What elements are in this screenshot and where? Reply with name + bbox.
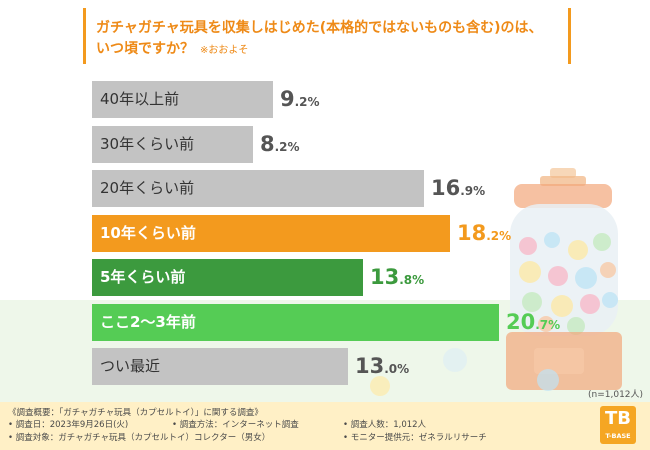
bar xyxy=(92,215,450,252)
bar xyxy=(92,126,253,163)
value-integer: 18 xyxy=(457,221,487,245)
logo-text: T-BASE xyxy=(605,432,631,440)
survey-method: • 調査方法：インターネット調査 xyxy=(172,420,299,430)
value-decimal: .2% xyxy=(274,140,300,154)
value-decimal: .2% xyxy=(294,95,320,109)
survey-count: • 調査人数：1,012人 xyxy=(343,420,427,430)
value-integer: 16 xyxy=(431,176,461,200)
bar-category-label: 10年くらい前 xyxy=(100,224,196,242)
survey-date: • 調査日：2023年9月26日(火) xyxy=(8,420,129,430)
gacha-machine-illustration xyxy=(506,168,622,390)
value-decimal: .7% xyxy=(535,318,561,332)
bar xyxy=(92,259,363,296)
survey-target: • 調査対象：ガチャガチャ玩具（カプセルトイ）コレクター（男女） xyxy=(8,433,271,443)
value-integer: 20 xyxy=(506,310,536,334)
tbase-logo: TB T-BASE xyxy=(600,406,636,444)
bar xyxy=(92,304,499,341)
value-decimal: .0% xyxy=(384,362,410,376)
value-integer: 9 xyxy=(280,87,295,111)
bar-value-label: 18.2% xyxy=(457,215,511,252)
bar-value-label: 13.0% xyxy=(355,348,409,385)
title-line-1: ガチャガチャ玩具を収集しはじめた(本格的ではないものも含む)のは、 xyxy=(96,20,543,36)
monitor-provider: • モニター提供元：ゼネラルリサーチ xyxy=(343,433,487,443)
bar-value-label: 9.2% xyxy=(280,81,320,118)
value-decimal: .2% xyxy=(486,229,512,243)
bar xyxy=(92,81,273,118)
sample-size-note: (n=1,012人) xyxy=(588,390,644,400)
bar xyxy=(92,348,348,385)
bar-value-label: 20.7% xyxy=(506,304,560,341)
bar-category-label: 30年くらい前 xyxy=(100,135,195,153)
logo-mark: TB xyxy=(605,408,631,429)
title-note: ※おおよそ xyxy=(200,45,249,56)
value-integer: 13 xyxy=(370,265,400,289)
bar-category-label: 20年くらい前 xyxy=(100,179,195,197)
title-box: ガチャガチャ玩具を収集しはじめた(本格的ではないものも含む)のは、 いつ頃ですか… xyxy=(83,8,571,64)
bar-category-label: 40年以上前 xyxy=(100,90,180,108)
value-decimal: .8% xyxy=(399,273,425,287)
bar-category-label: ここ2〜3年前 xyxy=(100,313,196,331)
bar-value-label: 16.9% xyxy=(431,170,485,207)
value-integer: 13 xyxy=(355,354,385,378)
title-line-2: いつ頃ですか？ ※おおよそ xyxy=(96,38,248,58)
value-decimal: .9% xyxy=(460,184,486,198)
bar-category-label: 5年くらい前 xyxy=(100,268,186,286)
survey-overview: 《調査概要：「ガチャガチャ玩具（カプセルトイ）」に関する調査》 xyxy=(8,408,263,418)
bar-category-label: つい最近 xyxy=(100,357,161,375)
bar xyxy=(92,170,424,207)
survey-footer: 《調査概要：「ガチャガチャ玩具（カプセルトイ）」に関する調査》 • 調査日：20… xyxy=(0,402,650,450)
bar-value-label: 13.8% xyxy=(370,259,424,296)
value-integer: 8 xyxy=(260,132,275,156)
bar-value-label: 8.2% xyxy=(260,126,300,163)
title-question: いつ頃ですか？ xyxy=(96,41,194,57)
